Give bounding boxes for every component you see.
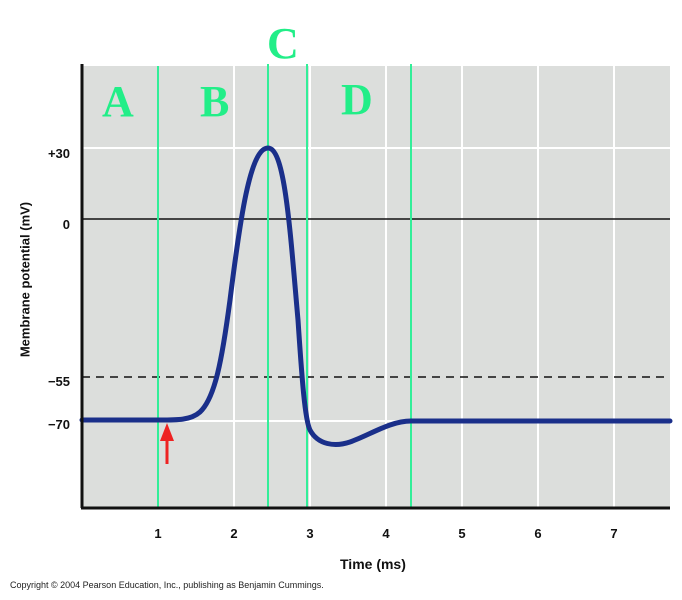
x-tick: 4	[382, 526, 390, 541]
phase-label-c: C	[267, 19, 299, 68]
x-tick: 5	[458, 526, 466, 541]
phase-label-a: A	[102, 77, 134, 126]
x-tick: 1	[154, 526, 162, 541]
x-tick: 7	[610, 526, 618, 541]
phase-label-d: D	[341, 75, 373, 124]
phase-boundaries	[157, 64, 412, 508]
stimulus-arrow-icon	[160, 423, 174, 464]
plot-area	[82, 66, 670, 508]
grid-lines	[82, 66, 670, 508]
phase-label-b: B	[200, 77, 230, 126]
y-axis-label: Membrane potential (mV)	[17, 201, 33, 358]
y-tick: +30	[47, 146, 70, 161]
copyright-text: Copyright © 2004 Pearson Education, Inc.…	[10, 580, 324, 590]
x-tick: 2	[230, 526, 238, 541]
x-axis-label: Time (ms)	[340, 556, 406, 572]
x-tick: 6	[534, 526, 542, 541]
x-tick: 3	[306, 526, 314, 541]
y-tick: −55	[47, 374, 70, 389]
action-potential-curve	[79, 145, 673, 447]
y-tick: −70	[47, 417, 70, 432]
y-tick: 0	[62, 217, 70, 232]
